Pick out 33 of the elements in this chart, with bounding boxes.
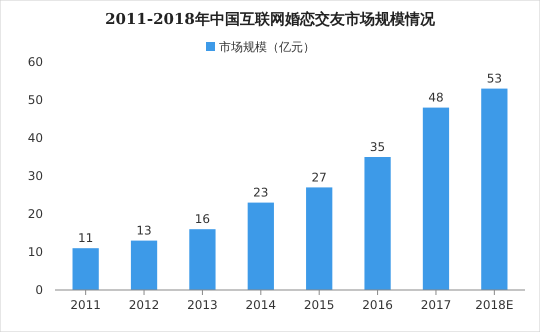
data-label: 16 — [194, 212, 210, 226]
y-tick-label: 30 — [28, 169, 43, 183]
data-label: 13 — [136, 224, 152, 238]
x-tick-label: 2015 — [304, 298, 334, 312]
data-label: 11 — [78, 231, 94, 246]
bar — [130, 240, 158, 290]
y-tick-label: 50 — [28, 93, 43, 107]
x-tick-label: 2014 — [246, 298, 276, 312]
bar — [248, 202, 274, 290]
bar — [422, 108, 450, 290]
chart-title: 2011-2018年中国互联网婚恋交友市场规模情况 — [105, 10, 436, 28]
data-label: 48 — [428, 90, 444, 105]
x-tick-label: 2013 — [187, 298, 218, 312]
y-tick-label: 40 — [28, 131, 43, 145]
x-tick-label: 2012 — [128, 298, 160, 312]
y-tick-label: 10 — [28, 245, 43, 259]
bar — [72, 248, 99, 290]
x-tick-label: 2011 — [70, 298, 101, 312]
x-tick-label: 2018E — [475, 298, 514, 312]
bar — [481, 88, 508, 290]
bar — [364, 157, 391, 290]
data-label: 23 — [253, 186, 268, 200]
x-tick-label: 2017 — [420, 298, 452, 312]
y-tick-label: 60 — [28, 55, 43, 69]
y-tick-label: 0 — [35, 283, 43, 297]
legend-label: 市场规模（亿元） — [219, 40, 315, 54]
bar — [189, 229, 216, 290]
y-tick-label: 20 — [28, 207, 43, 221]
data-label: 35 — [370, 140, 386, 154]
bar — [306, 187, 332, 290]
data-label: 53 — [486, 72, 502, 86]
x-tick-label: 2016 — [362, 298, 393, 312]
data-label: 27 — [312, 170, 327, 184]
